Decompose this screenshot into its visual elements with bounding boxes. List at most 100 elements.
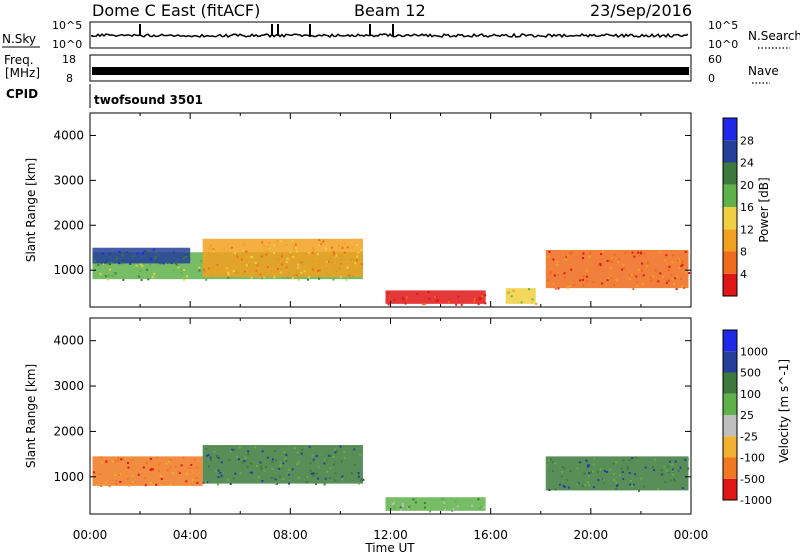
velocity-echo-cell [246, 466, 249, 469]
velocity-echo-cell [152, 483, 155, 486]
date-label: 23/Sep/2016 [590, 1, 692, 20]
velocity-echo-cell [660, 469, 663, 472]
xtick-label: 04:00 [173, 528, 208, 542]
velocity-colorbar-segment [723, 478, 737, 500]
velocity-echo-cell [127, 461, 130, 464]
velocity-echo-cell [151, 468, 154, 471]
velocity-colorbar-tick: -1000 [740, 494, 772, 507]
power-echo-cell [139, 270, 142, 273]
power-echo-cell [248, 256, 251, 259]
velocity-echo-cell [629, 479, 632, 482]
velocity-ytick-label: 2000 [53, 424, 84, 438]
velocity-echo-cell [444, 509, 447, 512]
velocity-echo-cell [622, 459, 625, 462]
power-echo-cell [673, 277, 676, 280]
velocity-echo-cell [158, 463, 161, 466]
power-echo-cell [355, 243, 358, 246]
power-echo-cell [203, 255, 206, 258]
power-echo-cell [211, 257, 214, 260]
power-echo-cell [263, 245, 266, 248]
power-echo-cell [422, 303, 425, 306]
velocity-echo-cell [567, 486, 570, 489]
velocity-echo-cell [451, 509, 454, 512]
velocity-echo-cell [206, 454, 209, 457]
power-echo-cell [203, 268, 206, 271]
power-colorbar-segment [723, 251, 737, 274]
power-echo-cell [553, 274, 556, 277]
velocity-echo-cell [260, 467, 263, 470]
power-echo-cell [263, 276, 266, 279]
power-echo-cell [637, 254, 640, 257]
velocity-echo-cell [214, 470, 217, 473]
power-echo-cell [478, 298, 481, 301]
velocity-echo-cell [249, 471, 252, 474]
velocity-echo-cell [284, 457, 287, 460]
velocity-ytick-label: 3000 [53, 379, 84, 393]
velocity-echo-cell [440, 497, 443, 500]
velocity-echo-cell [332, 456, 335, 459]
velocity-echo-cell [279, 475, 282, 478]
xaxis-label: Time UT [364, 541, 415, 554]
power-echo-cell [225, 267, 228, 270]
velocity-echo-cell [287, 472, 290, 475]
power-echo-cell [170, 262, 173, 265]
velocity-echo-cell [596, 471, 599, 474]
power-echo-cell [356, 259, 359, 262]
velocity-echo-cell [616, 484, 619, 487]
plot-title: Dome C East (fitACF) [92, 1, 260, 20]
power-echo-region [92, 247, 191, 264]
power-echo-cell [232, 270, 235, 273]
power-echo-cell [630, 273, 633, 276]
power-echo-cell [610, 276, 613, 279]
power-echo-cell [610, 266, 613, 269]
power-echo-cell [166, 262, 169, 265]
power-echo-cell [341, 246, 344, 249]
velocity-echo-cell [358, 482, 361, 485]
power-echo-cell [200, 259, 203, 262]
power-echo-cell [318, 239, 321, 242]
velocity-echo-cell [207, 454, 210, 457]
velocity-echo-cell [599, 468, 602, 471]
velocity-colorbar-label: Velocity [m s^-1] [777, 359, 791, 463]
velocity-echo-cell [401, 502, 404, 505]
velocity-echo-cell [236, 455, 239, 458]
velocity-echo-cell [233, 448, 236, 451]
power-echo-cell [613, 253, 616, 256]
velocity-echo-cell [114, 460, 117, 463]
velocity-axes: 1000 2000 3000 4000 00:00 04:00 08:00 12:00 16:0… [53, 318, 708, 542]
power-echo-cell [280, 255, 283, 258]
power-echo-cell [286, 257, 289, 260]
power-echo-cell [339, 275, 342, 278]
velocity-echo-cell [191, 479, 194, 482]
velocity-echo-cell [296, 451, 299, 454]
velocity-echo-cell [315, 483, 318, 486]
power-echo-cell [172, 251, 175, 254]
power-echo-cell [183, 269, 186, 272]
velocity-echo-cell [159, 474, 162, 477]
power-echo-cell [666, 280, 669, 283]
power-echo-cell [530, 301, 533, 304]
power-echo-cell [592, 281, 595, 284]
velocity-echo-cell [392, 502, 395, 505]
power-echo-cell [297, 263, 300, 266]
velocity-echo-cell [399, 508, 402, 511]
power-ytick-label: 2000 [53, 218, 84, 232]
velocity-echo-cell [554, 462, 557, 465]
velocity-echo-cell [177, 470, 180, 473]
velocity-echo-cell [244, 456, 247, 459]
power-echo-cell [261, 241, 264, 244]
velocity-echo-cell [232, 477, 235, 480]
power-echo-cell [185, 255, 188, 258]
freq-tick-bottom: 8 [66, 72, 73, 85]
velocity-echo-cell [323, 483, 326, 486]
power-echo-cell [427, 290, 430, 293]
power-echo-cell [307, 276, 310, 279]
power-echo-cell [292, 256, 295, 259]
power-echo-cell [570, 268, 573, 271]
velocity-echo-cell [566, 478, 569, 481]
power-echo-cell [315, 263, 318, 266]
velocity-echo-cell [165, 462, 168, 465]
velocity-echo-cell [231, 448, 234, 451]
power-echo-cell [557, 287, 560, 290]
velocity-echo-cell [217, 476, 220, 479]
